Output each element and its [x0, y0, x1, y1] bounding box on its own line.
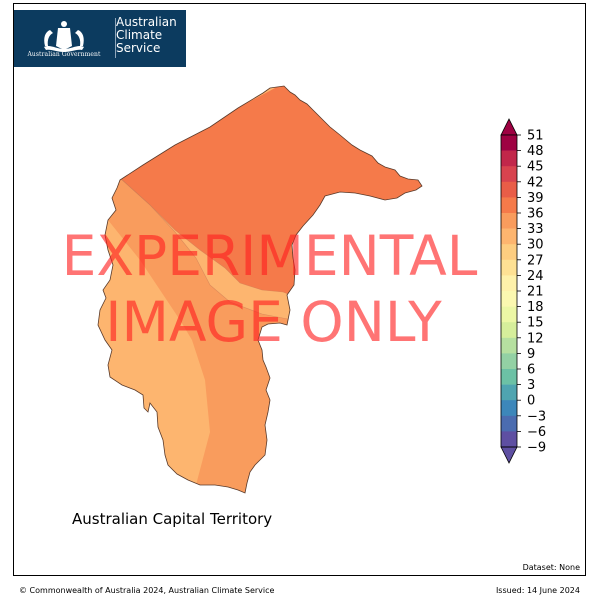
service-line-2: Climate [116, 28, 163, 42]
colorbar-tick-label: 6 [527, 363, 535, 378]
colorbar-tick-label: −9 [527, 441, 546, 456]
colorbar-tick-label: −6 [527, 425, 546, 440]
colorbar-segment [501, 213, 517, 229]
colorbar-tick-label: 51 [527, 129, 544, 144]
colorbar-tick-label: 0 [527, 394, 535, 409]
colorbar-segment [501, 400, 517, 417]
colorbar-tick-label: 33 [527, 222, 544, 237]
colorbar-tick-label: 24 [527, 269, 544, 284]
colorbar-segment [501, 135, 517, 151]
service-line-3: Service [116, 41, 161, 55]
colorbar-tick-label: 48 [527, 144, 544, 159]
watermark-line-1: EXPERIMENTAL [61, 224, 478, 288]
colorbar-tick-label: 12 [527, 331, 544, 346]
colorbar-segment [501, 306, 517, 323]
colorbar-segment [501, 244, 517, 261]
colorbar-segment [501, 275, 517, 292]
central-zone [100, 178, 300, 493]
colorbar-segment [501, 415, 517, 432]
copyright-text: © Commonwealth of Australia 2024, Austra… [19, 586, 275, 595]
colorbar-tick-label: −3 [527, 409, 546, 424]
colorbar-segment [501, 291, 517, 307]
colorbar-extend-bottom [500, 446, 518, 464]
coat-of-arms-icon [44, 21, 84, 52]
colorbar-extend-top [500, 118, 518, 136]
colorbar-tick-label: 39 [527, 191, 544, 206]
dataset-label: Dataset: None [522, 563, 580, 572]
colorbar-tick-label: 15 [527, 316, 544, 331]
colorbar-tick-label: 30 [527, 238, 544, 253]
colorbar-tick-label: 42 [527, 175, 544, 190]
logo-divider [115, 18, 116, 58]
colorbar-tick-label: 45 [527, 160, 544, 175]
colorbar-segment [501, 197, 517, 214]
colorbar-tick-label: 3 [527, 378, 535, 393]
colorbar-segment [501, 353, 517, 370]
watermark-line-2: IMAGE ONLY [105, 290, 442, 354]
colorbar-tick-label: 27 [527, 253, 544, 268]
colorbar-tick-label: 36 [527, 207, 544, 222]
colorbar-tick-label: 21 [527, 285, 544, 300]
colorbar-segment [501, 337, 517, 354]
issued-date: Issued: 14 June 2024 [495, 586, 580, 595]
colorbar-segment [501, 322, 517, 339]
service-line-1: Australian [116, 15, 177, 29]
colorbar-segment [501, 369, 517, 385]
australian-climate-service-logo: Australian Government Australian Climate… [14, 10, 186, 67]
region-label: Australian Capital Territory [72, 510, 273, 528]
government-text: Australian Government [27, 51, 101, 58]
colorbar-segment [501, 431, 517, 448]
service-name: Australian Climate Service [116, 16, 177, 55]
colorbar-segment [501, 259, 517, 276]
colorbar-segment [501, 228, 517, 245]
colorbar-segment [501, 384, 517, 401]
colorbar-tick-label: 18 [527, 300, 544, 315]
colorbar-segment [501, 181, 517, 198]
colorbar-segment [501, 166, 517, 183]
colorbar-tick-label: 9 [527, 347, 535, 362]
colorbar-segment [501, 150, 517, 167]
